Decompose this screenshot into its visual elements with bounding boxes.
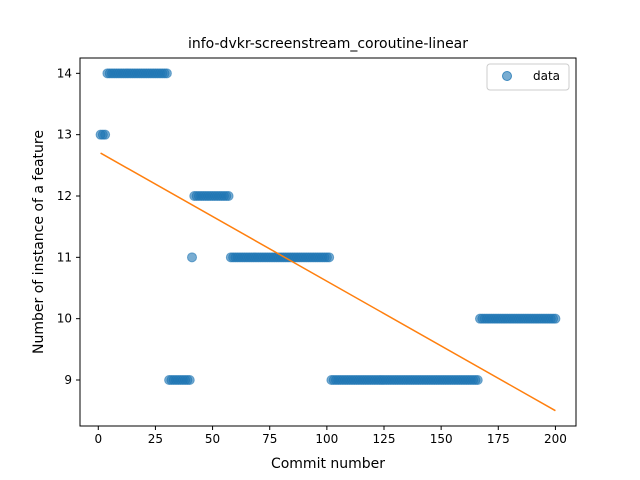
x-axis-label: Commit number bbox=[271, 456, 385, 472]
x-tick-label: 0 bbox=[94, 432, 102, 446]
x-tick-label: 150 bbox=[430, 432, 453, 446]
y-tick-label: 14 bbox=[57, 66, 72, 80]
x-tick-label: 50 bbox=[205, 432, 220, 446]
data-point bbox=[324, 252, 335, 263]
trend-line-group bbox=[100, 152, 556, 412]
x-tick-label: 175 bbox=[487, 432, 510, 446]
data-point bbox=[187, 252, 197, 263]
scatter-points bbox=[95, 68, 561, 385]
plot-frame bbox=[79, 57, 577, 427]
y-tick-label: 9 bbox=[64, 373, 72, 387]
legend-box bbox=[486, 63, 570, 91]
y-tick-label: 10 bbox=[57, 312, 72, 326]
y-tick-label: 12 bbox=[57, 189, 72, 203]
legend-label-data: data bbox=[533, 69, 560, 83]
y-tick-label: 13 bbox=[57, 128, 72, 142]
trend-line bbox=[100, 152, 556, 412]
y-axis-label: Number of instance of a feature bbox=[31, 130, 47, 354]
plot-area bbox=[79, 57, 577, 427]
legend-marker bbox=[502, 71, 512, 81]
x-tick-label: 75 bbox=[262, 432, 277, 446]
data-point bbox=[223, 191, 234, 201]
data-point bbox=[161, 68, 172, 79]
data-point bbox=[550, 313, 561, 324]
x-tick-label: 100 bbox=[315, 432, 338, 446]
data-point bbox=[472, 375, 483, 385]
x-axis: 0 25 50 75 100 125 150 175 200 bbox=[94, 426, 567, 446]
chart-title: info-dvkr-screenstream_coroutine-linear bbox=[188, 36, 468, 52]
x-tick-label: 125 bbox=[373, 432, 396, 446]
x-tick-label: 25 bbox=[148, 432, 163, 446]
legend: data bbox=[486, 63, 570, 91]
y-tick-label: 11 bbox=[57, 250, 72, 264]
y-axis: 9 10 11 12 13 14 bbox=[57, 66, 80, 387]
data-point bbox=[184, 375, 195, 385]
x-tick-label: 200 bbox=[544, 432, 567, 446]
data-point bbox=[100, 129, 111, 140]
